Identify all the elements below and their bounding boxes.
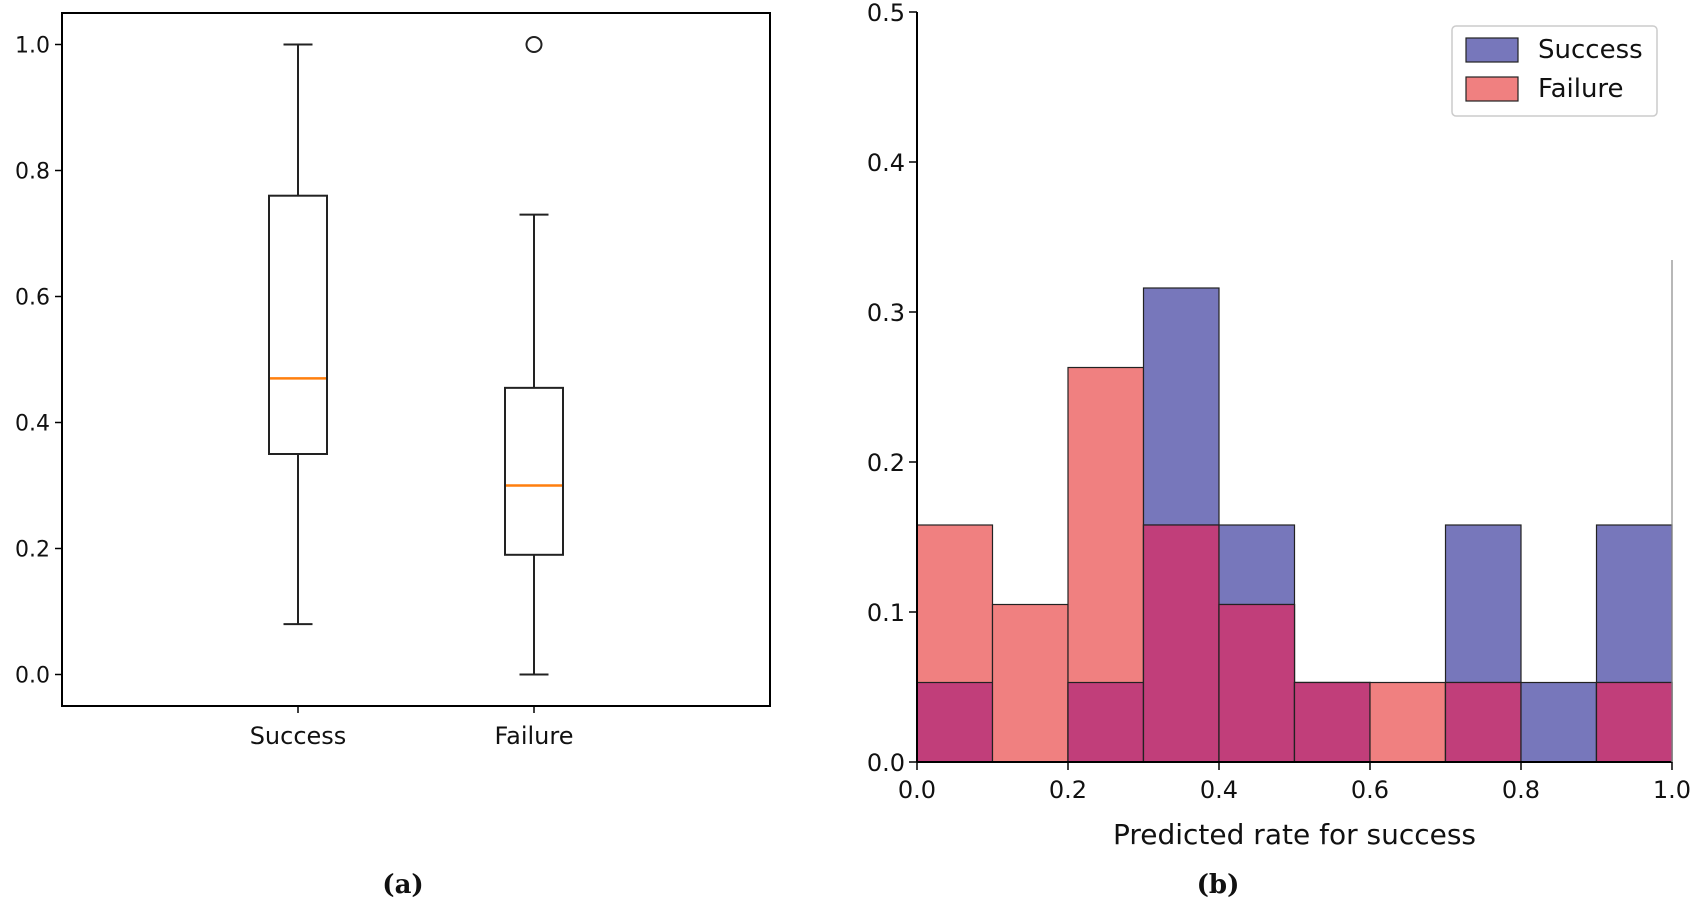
y-tick-label: 0.4 [15, 412, 50, 437]
overlap-bar [1142, 524, 1220, 763]
y-tick-label: 0.5 [867, 0, 905, 27]
legend-label-success: Success [1538, 35, 1643, 65]
box-plot-panel: 0.0 0.2 0.4 0.6 0.8 1.0 Success Failure [15, 12, 771, 750]
y-tick-label: 0.8 [15, 160, 50, 185]
x-axis-title: Predicted rate for success [1113, 818, 1476, 851]
failure-bar [1369, 681, 1447, 763]
y-tick-label: 0.2 [15, 538, 50, 563]
overlap-bar [1293, 681, 1371, 763]
x-tick-label: Failure [495, 722, 574, 750]
x-tick-label: 0.8 [1502, 776, 1540, 804]
y-tick-label: 0.3 [867, 299, 905, 327]
histogram-panel: 0.0 0.1 0.2 0.3 0.4 0.5 0.0 0.2 0.4 0.6 0.8 1.0 Pred… [867, 0, 1691, 851]
y-tick-label: 0.4 [867, 149, 905, 177]
legend: Success Failure [1451, 25, 1658, 117]
legend-swatch-failure [1465, 76, 1519, 102]
plot-frame [61, 12, 771, 707]
legend-label-failure: Failure [1538, 74, 1624, 104]
legend-swatch-success [1465, 37, 1519, 63]
overlap-bar [1067, 681, 1145, 763]
x-tick-label: 0.2 [1049, 776, 1087, 804]
overlap-bar [1218, 603, 1296, 763]
y-tick-label: 0.6 [15, 286, 50, 311]
panel-label-b: (b) [1197, 870, 1240, 900]
y-tick-label: 0.0 [15, 664, 50, 689]
y-tick-label: 0.1 [867, 599, 905, 627]
box-success [268, 194, 328, 455]
y-tick-label: 0.2 [867, 449, 905, 477]
x-tick-label: 0.4 [1200, 776, 1238, 804]
box-failure [504, 386, 564, 556]
panel-label-a: (a) [382, 870, 423, 900]
overlap-bar [916, 681, 994, 763]
success-bar [1520, 681, 1598, 763]
overlap-bar [1444, 681, 1522, 763]
x-tick-label: 0.6 [1351, 776, 1389, 804]
y-tick-label: 1.0 [15, 34, 50, 59]
overlap-bar [1595, 681, 1673, 763]
x-tick-label: 0.0 [898, 776, 936, 804]
y-tick-label: 0.0 [867, 749, 905, 777]
x-tick-label: Success [250, 722, 347, 750]
x-tick-label: 1.0 [1653, 776, 1691, 804]
failure-bar [991, 603, 1069, 763]
outlier-point [525, 36, 543, 53]
